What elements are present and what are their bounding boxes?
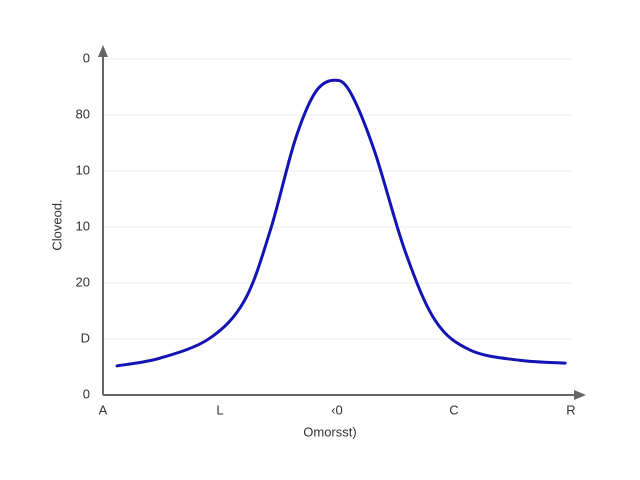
x-tick-label: A — [99, 402, 108, 417]
y-tick-label: D — [81, 330, 90, 345]
y-tick-label: 10 — [76, 162, 90, 177]
line — [115, 78, 567, 368]
y-axis-arrow — [98, 45, 108, 57]
x-axis-label: Omorsst) — [303, 424, 356, 439]
y-axis-label: Cloveod. — [49, 199, 64, 250]
x-tick-label: R — [566, 402, 575, 417]
x-tick-label: L — [216, 402, 223, 417]
x-tick-label: ‹0 — [331, 402, 343, 417]
x-axis-arrow — [574, 390, 586, 400]
y-tick-label: 80 — [76, 106, 90, 121]
x-tick-label: C — [449, 402, 458, 417]
y-tick-label: 10 — [76, 218, 90, 233]
y-tick-label: 0 — [83, 50, 90, 65]
y-tick-label: 0 — [83, 386, 90, 401]
y-tick-label: 20 — [76, 274, 90, 289]
